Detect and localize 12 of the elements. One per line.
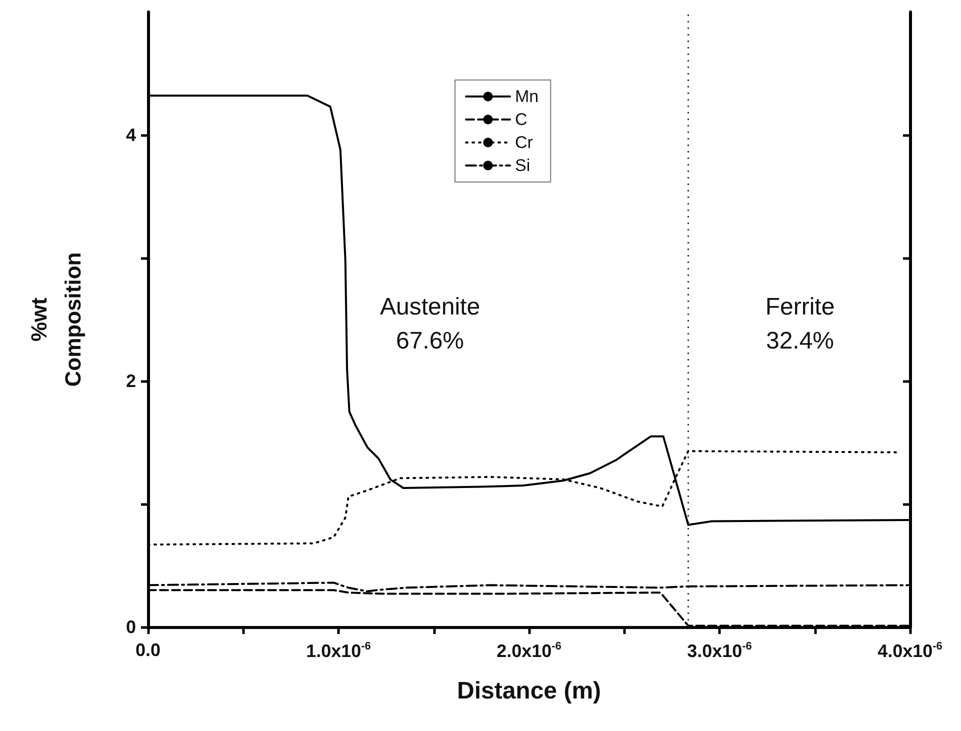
y-tick-label: 2: [126, 371, 136, 391]
legend-label: C: [515, 110, 528, 129]
annotation: Ferrite 32.4%: [765, 294, 835, 354]
legend-label: Cr: [515, 133, 534, 152]
legend-label: Mn: [515, 87, 539, 106]
annotation: Austenite 67.6%: [380, 294, 480, 354]
y-tick-label: 4: [126, 125, 136, 145]
y-axis-title: %wt Composition: [26, 252, 86, 387]
x-axis-title: Distance (m): [456, 678, 602, 704]
y-tick-label: 0: [126, 617, 136, 637]
x-tick-label: 0.0: [135, 640, 161, 660]
legend-label: Si: [515, 156, 530, 175]
